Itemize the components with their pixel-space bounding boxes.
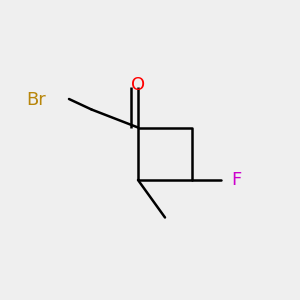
Text: Br: Br — [27, 91, 46, 109]
Text: O: O — [131, 76, 145, 94]
Text: F: F — [231, 171, 241, 189]
